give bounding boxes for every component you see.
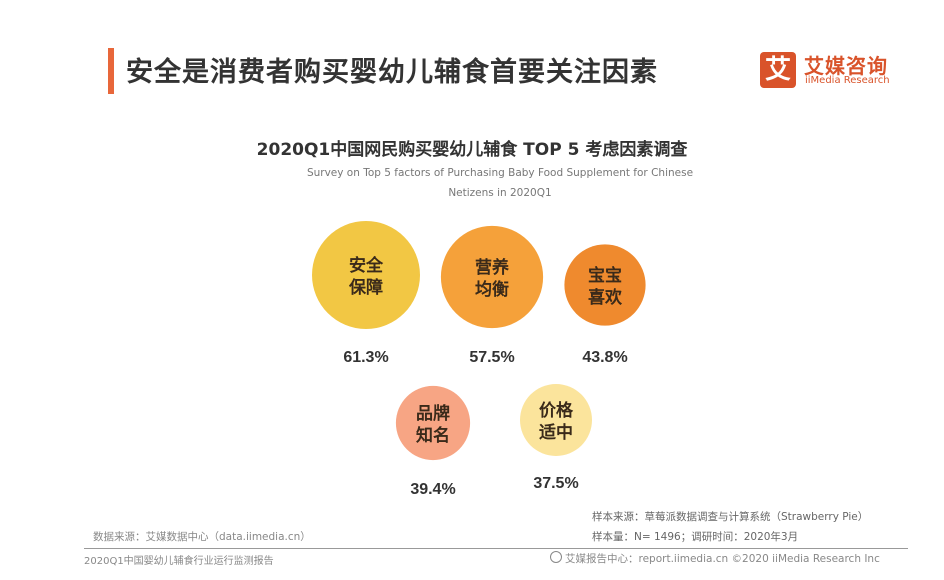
sample-size: 样本量：N= 1496；调研时间：2020年3月 [592, 531, 799, 543]
bubble-0 [312, 221, 420, 329]
bubble-value-label: 37.5% [533, 475, 578, 492]
bubble-label-line2: 保障 [348, 277, 383, 298]
logo-mark-icon: 艾 [760, 52, 796, 88]
bubble-value-label: 43.8% [582, 349, 627, 366]
bubble-value-label: 57.5% [469, 349, 514, 366]
bubble-4 [520, 384, 592, 456]
bubble-label-line1: 安全 [349, 255, 384, 276]
bubble-value-label: 61.3% [343, 349, 388, 366]
title-accent-bar [108, 48, 114, 94]
chart-subtitle: Survey on Top 5 factors of Purchasing Ba… [280, 163, 720, 203]
bubble-1 [440, 225, 544, 329]
copyright: 艾媒报告中心：report.iimedia.cn ©2020 iiMedia R… [550, 551, 880, 566]
bubble-label-line2: 适中 [539, 422, 573, 443]
footer-divider [84, 548, 908, 549]
bubble-label-line1: 营养 [475, 257, 510, 278]
bubble-2 [564, 244, 646, 326]
logo-name-en: iiMedia Research [805, 75, 890, 86]
bubble-label-line1: 宝宝 [588, 265, 622, 286]
bubble-label-line1: 品牌 [416, 403, 450, 424]
page-title: 安全是消费者购买婴幼儿辅食首要关注因素 [126, 57, 658, 88]
chart-title: 2020Q1中国网民购买婴幼儿辅食 TOP 5 考虑因素调查 [256, 140, 688, 160]
chart-subtitle-line2: Netizens in 2020Q1 [448, 187, 552, 199]
data-source: 数据来源：艾媒数据中心（data.iimedia.cn） [93, 531, 311, 543]
bubble-label-line2: 喜欢 [588, 287, 623, 308]
chart-subtitle-line1: Survey on Top 5 factors of Purchasing Ba… [306, 167, 694, 179]
bubble-label-line2: 知名 [415, 425, 450, 446]
globe-icon [550, 551, 562, 563]
copyright-text: 艾媒报告中心：report.iimedia.cn ©2020 iiMedia R… [565, 553, 880, 565]
bubble-value-label: 39.4% [410, 481, 455, 498]
bubble-label-line2: 均衡 [475, 279, 509, 300]
logo-name-cn: 艾媒咨询 [804, 54, 888, 78]
bubble-label-line1: 价格 [539, 400, 574, 421]
bubble-3 [395, 385, 471, 461]
report-name: 2020Q1中国婴幼儿辅食行业运行监测报告 [84, 556, 274, 567]
sample-source: 样本来源：草莓派数据调查与计算系统（Strawberry Pie） [592, 511, 869, 523]
